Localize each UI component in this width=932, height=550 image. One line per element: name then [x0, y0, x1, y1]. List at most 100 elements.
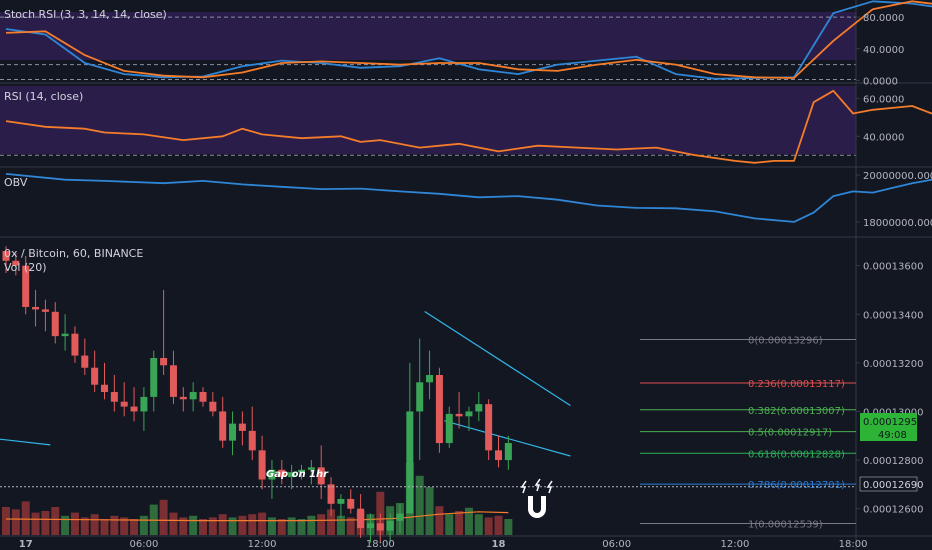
candle-body	[465, 411, 473, 417]
volume-bar	[474, 514, 483, 535]
volume-bar	[208, 517, 217, 535]
volume-bar	[21, 501, 30, 535]
volume-bar	[277, 519, 286, 535]
candle-body	[504, 443, 512, 461]
y-tick-label-1-0: 60.0000	[863, 94, 904, 105]
volume-bar	[238, 515, 247, 535]
candle-body	[495, 450, 502, 461]
volume-bar	[90, 514, 99, 535]
symbol-title: 0x / Bitcoin, 60, BINANCE	[4, 247, 143, 260]
candle-body	[150, 357, 158, 397]
volume-bar	[70, 512, 79, 535]
fib-level-label-1: 0.236(0.00013117)	[748, 379, 845, 390]
x-tick-label-0: 17	[19, 539, 33, 550]
band-boundary-lines	[0, 16, 856, 156]
stoch-rsi-band	[0, 12, 856, 60]
volume-bar	[130, 519, 139, 535]
candle-body	[61, 333, 69, 337]
candle-body	[455, 413, 463, 417]
volume-bar	[287, 517, 296, 535]
fib-level-label-5: 0.786(0.00012701)	[748, 480, 845, 491]
fibonacci-retracement[interactable]: 0(0.00013296) 0.236(0.00013117) 0.382(0.00…	[640, 336, 856, 531]
volume-bar	[120, 517, 129, 535]
candle-body	[347, 498, 355, 509]
y-tick-label-3-5: 0.00012600	[863, 505, 923, 516]
volume-bar	[307, 515, 316, 535]
candle-body	[189, 392, 197, 400]
candle-body	[386, 520, 394, 531]
volume-bar	[2, 507, 10, 535]
volume-bar	[41, 511, 50, 535]
volume-bar	[455, 511, 464, 535]
candle-body	[317, 467, 325, 485]
x-tick-label-6: 12:00	[720, 539, 749, 550]
volume-bar	[336, 515, 345, 535]
volume-bar	[425, 487, 434, 535]
volume-bar	[100, 519, 109, 535]
candle-body	[376, 523, 384, 531]
candle-body	[140, 396, 148, 412]
candle-body	[169, 365, 177, 397]
candle-body	[337, 498, 345, 504]
candle-body	[406, 411, 414, 514]
candle-body	[485, 404, 493, 451]
series-line-d	[5, 0, 932, 79]
rsi-title: RSI (14, close)	[4, 90, 83, 103]
y-tick-label-3-2: 0.00013200	[863, 359, 923, 370]
volume-bar	[317, 514, 326, 535]
fib-level-label-3: 0.5(0.00012917)	[748, 428, 832, 439]
volume-bar	[218, 514, 227, 535]
volume-bar	[159, 499, 168, 535]
fib-level-label-6: 1(0.00012539)	[748, 519, 823, 530]
candlesticks	[2, 246, 512, 543]
volume-bar	[494, 515, 503, 535]
candle-body	[32, 306, 40, 310]
volume-bar	[415, 475, 424, 535]
obv-title: OBV	[4, 176, 28, 189]
y-tick-label-0-2: 0.0000	[863, 76, 898, 87]
y-tick-label-3-4: 0.00012800	[863, 456, 923, 467]
current-price-value: 0.00012957	[863, 417, 923, 428]
candle-body	[41, 309, 49, 312]
volume-bar	[484, 517, 493, 535]
candle-body	[160, 357, 168, 366]
time-axis: 1706:0012:0018:001806:0012:0018:001906:0…	[19, 539, 868, 550]
candle-body	[396, 513, 404, 521]
obv-line-group	[5, 173, 932, 223]
early-trendline	[0, 438, 51, 446]
candle-body	[298, 469, 305, 473]
candle-body	[12, 260, 20, 266]
candle-body	[416, 382, 424, 412]
magnet-icon[interactable]	[520, 478, 553, 518]
wedge-lower-line	[444, 420, 571, 457]
stoch-rsi-title: Stoch RSI (3, 3, 14, 14, close)	[4, 8, 167, 21]
volume-title: Vol (20)	[4, 261, 47, 274]
volume-bar	[80, 517, 89, 535]
countdown-value: 49:08	[878, 430, 907, 441]
candle-body	[219, 411, 227, 441]
volume-bar	[179, 517, 188, 535]
fib-level-label-4: 0.618(0.00012828)	[748, 449, 845, 460]
volume-bar	[464, 507, 473, 535]
y-tick-label-0-0: 80.0000	[863, 13, 904, 24]
candle-body	[366, 523, 374, 529]
candle-body	[199, 392, 207, 402]
x-tick-label-3: 18:00	[366, 539, 395, 550]
volume-bar	[31, 512, 40, 535]
candle-body	[229, 423, 237, 441]
fib-level-label-0: 0(0.00013296)	[748, 336, 823, 347]
gap-annotation: Gap on 1hr	[266, 469, 329, 480]
volume-bar	[297, 519, 306, 535]
volume-bar	[189, 515, 198, 535]
candle-body	[435, 375, 443, 444]
volume-bar	[61, 515, 70, 535]
series-line-obv	[5, 173, 932, 223]
dashed-level-value: 0.00012690	[863, 480, 923, 491]
volume-bar	[376, 491, 385, 535]
x-tick-label-4: 18	[492, 539, 506, 550]
trendlines[interactable]	[0, 310, 571, 457]
candle-body	[120, 401, 128, 407]
volume-bar	[327, 509, 336, 535]
